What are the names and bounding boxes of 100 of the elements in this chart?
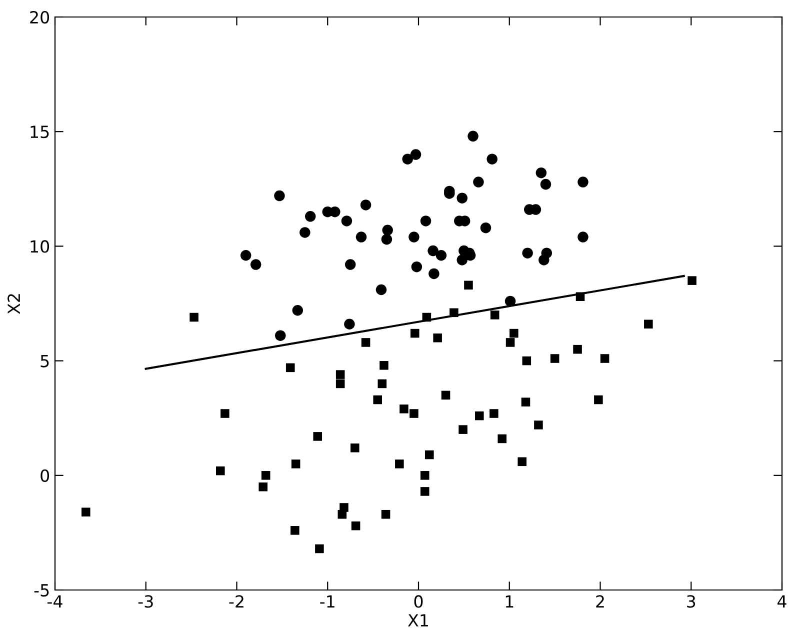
point xyxy=(292,304,304,316)
point xyxy=(510,328,518,338)
point xyxy=(490,409,498,418)
point xyxy=(504,296,516,307)
x-tick-label: 0 xyxy=(414,595,423,608)
x-tick-label: -4 xyxy=(48,595,62,608)
point xyxy=(538,254,550,266)
y-tick-label: -5 xyxy=(34,584,49,597)
point xyxy=(540,178,552,190)
point xyxy=(578,232,588,242)
x-tick-label: -3 xyxy=(138,595,153,608)
y-tick-label: 10 xyxy=(30,240,50,253)
point xyxy=(473,176,484,188)
point xyxy=(261,471,270,480)
point xyxy=(381,234,392,245)
x-tick-label: 1 xyxy=(506,595,514,608)
point xyxy=(382,224,393,236)
point xyxy=(286,363,295,372)
point xyxy=(344,318,355,330)
point xyxy=(464,280,473,290)
point xyxy=(190,312,198,322)
point xyxy=(341,216,352,226)
point xyxy=(436,250,447,261)
point xyxy=(402,154,413,164)
point xyxy=(468,130,478,142)
point xyxy=(395,460,404,468)
point xyxy=(381,510,390,519)
point xyxy=(373,395,382,404)
point xyxy=(450,308,458,318)
point xyxy=(350,444,360,452)
point xyxy=(428,245,438,256)
point xyxy=(336,370,345,379)
point xyxy=(376,284,387,296)
point xyxy=(594,395,603,404)
point xyxy=(410,328,420,338)
point xyxy=(486,154,498,164)
point xyxy=(274,330,286,341)
point xyxy=(456,254,468,266)
point xyxy=(300,227,310,238)
point xyxy=(578,176,588,188)
point xyxy=(536,167,547,178)
point xyxy=(573,344,582,354)
point xyxy=(474,411,484,420)
point xyxy=(522,248,533,258)
point xyxy=(521,398,530,406)
point xyxy=(506,338,515,347)
x-axis-title: X1 xyxy=(408,614,428,626)
point xyxy=(411,261,422,272)
point xyxy=(290,526,300,535)
point xyxy=(408,232,420,242)
point xyxy=(518,457,526,466)
point xyxy=(400,404,408,414)
x-tick-label: 3 xyxy=(687,595,696,608)
y-axis-title: X2 xyxy=(8,294,20,314)
point xyxy=(441,390,450,400)
point xyxy=(360,200,372,210)
point xyxy=(425,450,434,460)
point xyxy=(410,409,418,418)
point xyxy=(336,379,345,388)
point xyxy=(498,434,506,444)
point xyxy=(600,354,610,363)
point xyxy=(490,310,500,320)
point xyxy=(433,333,442,342)
point xyxy=(220,409,230,418)
point xyxy=(420,487,430,496)
point xyxy=(420,216,432,226)
x-tick-label: 2 xyxy=(596,595,604,608)
point xyxy=(315,544,324,554)
point xyxy=(456,192,468,204)
point xyxy=(422,312,432,322)
x-tick-label: -2 xyxy=(229,595,244,608)
point xyxy=(644,320,653,329)
y-tick-label: 0 xyxy=(40,469,50,482)
point xyxy=(344,259,356,270)
point xyxy=(688,276,696,285)
point xyxy=(576,292,585,302)
point xyxy=(410,149,422,160)
x-tick-label: -1 xyxy=(320,595,334,608)
point xyxy=(304,211,316,222)
point xyxy=(356,232,367,242)
point xyxy=(250,259,262,270)
point xyxy=(351,521,360,530)
point xyxy=(291,460,300,468)
point xyxy=(522,356,532,366)
point xyxy=(428,268,440,280)
y-tick-label: 20 xyxy=(30,10,50,24)
point xyxy=(480,222,492,234)
point xyxy=(338,510,347,519)
point xyxy=(330,206,340,218)
point xyxy=(361,338,370,347)
x-tick-label: 4 xyxy=(778,595,786,608)
point xyxy=(420,471,430,480)
point xyxy=(216,466,225,476)
point xyxy=(380,360,388,370)
point xyxy=(458,425,468,434)
point xyxy=(258,482,268,492)
point xyxy=(240,250,252,261)
point xyxy=(534,420,543,430)
point xyxy=(82,508,90,516)
y-tick-label: 5 xyxy=(40,354,49,368)
